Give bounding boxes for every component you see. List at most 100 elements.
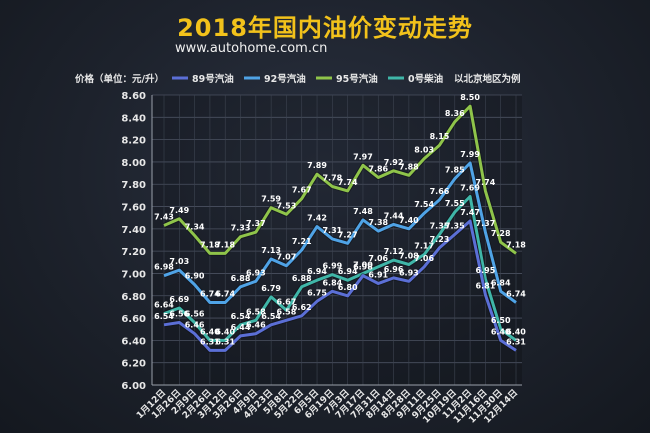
data-label: 7.42 [307, 214, 327, 223]
legend-label: 92号汽油 [264, 73, 306, 85]
data-label: 7.18 [506, 240, 526, 249]
data-label: 6.98 [154, 263, 174, 272]
data-label: 6.54 [261, 312, 281, 321]
y-tick-label: 8.20 [121, 136, 146, 147]
data-label: 6.31 [200, 337, 220, 346]
data-label: 6.84 [491, 278, 511, 287]
legend-label: 89号汽油 [192, 73, 234, 85]
data-label: 6.93 [399, 268, 419, 277]
data-label: 6.67 [277, 297, 297, 306]
series-line [163, 195, 517, 342]
data-label: 8.50 [460, 93, 480, 102]
data-label: 6.69 [169, 295, 189, 304]
data-label: 7.88 [399, 162, 419, 171]
y-tick-label: 6.20 [121, 359, 146, 370]
series-line [163, 104, 517, 255]
y-tick-label: 6.80 [121, 292, 146, 303]
data-label: 7.21 [292, 237, 312, 246]
data-label: 6.88 [292, 274, 312, 283]
data-label: 7.44 [384, 211, 404, 220]
data-label: 7.08 [399, 252, 419, 261]
data-label: 7.55 [445, 199, 465, 208]
data-label: 7.69 [460, 184, 480, 193]
chart-data-labels: 6.546.566.466.316.316.446.466.546.586.62… [154, 93, 526, 346]
data-label: 7.49 [169, 206, 189, 215]
data-label: 6.91 [368, 271, 388, 280]
data-label: 7.37 [476, 219, 496, 228]
data-label: 6.40 [506, 327, 526, 336]
data-label: 6.99 [322, 262, 342, 271]
y-tick-label: 6.40 [121, 336, 146, 347]
data-label: 7.38 [368, 218, 388, 227]
data-label: 7.67 [292, 186, 312, 195]
data-label: 6.56 [185, 310, 205, 319]
data-label: 7.17 [414, 242, 434, 251]
data-label: 7.37 [246, 219, 266, 228]
y-tick-label: 6.00 [121, 381, 146, 392]
data-label: 7.43 [154, 213, 174, 222]
y-tick-label: 7.40 [121, 225, 146, 236]
data-label: 7.78 [322, 173, 342, 182]
data-label: 7.31 [322, 226, 342, 235]
data-label: 6.46 [185, 321, 205, 330]
chart-series [162, 103, 518, 353]
data-label: 6.88 [231, 274, 251, 283]
data-label: 6.58 [277, 307, 297, 316]
data-label: 6.79 [261, 284, 281, 293]
data-label: 7.07 [277, 253, 297, 262]
data-label: 7.13 [261, 246, 281, 255]
data-label: 6.31 [215, 337, 235, 346]
data-label: 7.18 [200, 240, 220, 249]
data-label: 8.15 [430, 132, 450, 141]
y-tick-label: 7.20 [121, 247, 146, 258]
data-label: 7.74 [476, 178, 496, 187]
data-label: 7.54 [414, 200, 434, 209]
data-label: 6.74 [506, 289, 526, 298]
data-label: 6.64 [154, 301, 174, 310]
data-label: 8.03 [414, 146, 434, 155]
data-label: 7.00 [353, 260, 373, 269]
data-label: 7.53 [277, 201, 297, 210]
y-tick-label: 8.40 [121, 113, 146, 124]
data-label: 7.74 [338, 178, 358, 187]
data-label: 7.47 [460, 208, 480, 217]
data-label: 7.06 [368, 254, 388, 263]
data-label: 7.35 [430, 221, 450, 230]
data-label: 7.66 [430, 187, 450, 196]
data-label: 7.48 [353, 207, 373, 216]
data-label: 7.59 [261, 195, 281, 204]
data-label: 6.74 [200, 289, 220, 298]
data-label: 7.40 [399, 216, 419, 225]
data-label: 7.28 [491, 229, 511, 238]
y-tick-label: 7.00 [121, 269, 146, 280]
data-label: 6.90 [185, 272, 205, 281]
data-label: 7.06 [414, 254, 434, 263]
data-label: 7.35 [445, 221, 465, 230]
data-label: 7.86 [368, 165, 388, 174]
data-label: 7.03 [169, 257, 189, 266]
data-label: 6.56 [169, 310, 189, 319]
data-label: 6.75 [307, 288, 327, 297]
chart-legend: 89号汽油 92号汽油 95号汽油 0号柴油 以北京地区为例 [172, 73, 521, 85]
data-label: 6.80 [338, 283, 358, 292]
y-tick-label: 8.60 [121, 91, 146, 102]
data-label: 7.33 [231, 224, 251, 233]
y-axis-label: 价格（单位：元/升） [75, 73, 164, 85]
data-label: 6.98 [353, 263, 373, 272]
data-label: 8.36 [445, 109, 465, 118]
data-label: 6.46 [246, 321, 266, 330]
data-label: 6.54 [154, 312, 174, 321]
data-label: 7.85 [445, 166, 465, 175]
y-tick-label: 7.60 [121, 203, 146, 214]
data-label: 6.93 [246, 268, 266, 277]
data-label: 6.94 [307, 267, 327, 276]
legend-label: 95号汽油 [336, 73, 378, 85]
chart-title: 2018年国内油价变动走势 [177, 14, 473, 42]
series-line [163, 219, 517, 352]
data-label: 6.84 [322, 278, 342, 287]
data-label: 6.31 [506, 337, 526, 346]
series-line [163, 161, 517, 304]
data-label: 6.40 [200, 327, 220, 336]
data-label: 7.34 [185, 223, 205, 232]
data-label: 6.81 [476, 282, 496, 291]
